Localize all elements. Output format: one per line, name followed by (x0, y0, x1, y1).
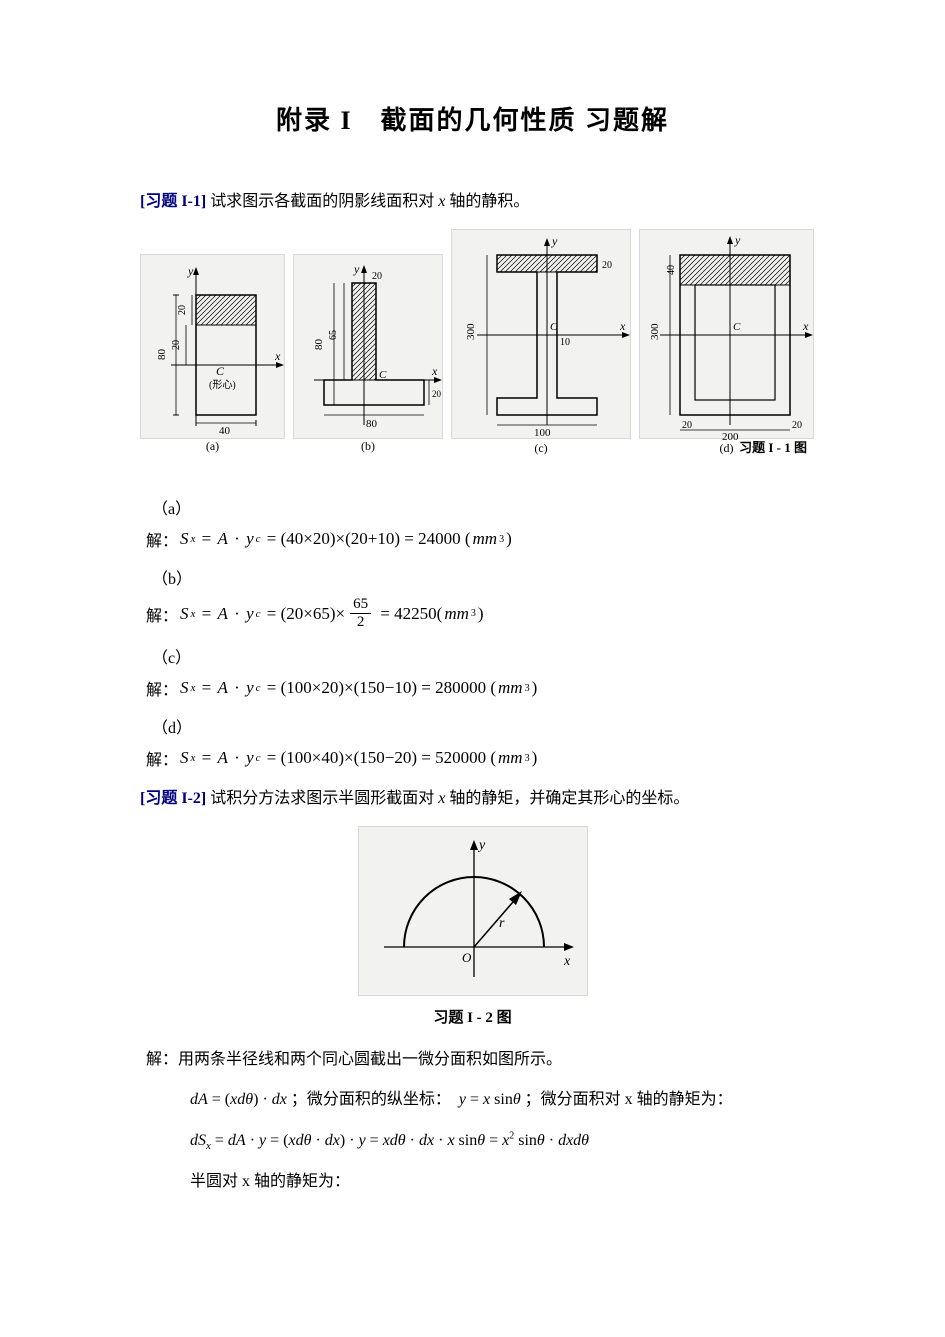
problem-2-line2: dSx = dA · y = (xdθ · dx) · y = xdθ · dx… (190, 1126, 805, 1157)
solution-d-prefix: 解： (146, 746, 178, 770)
svg-text:10: 10 (560, 337, 570, 348)
svg-text:y: y (353, 262, 360, 276)
svg-text:y: y (734, 233, 741, 247)
solution-c-eq: 解： Sx = A · yc = (100×20)×(150−10) = 280… (146, 676, 805, 700)
solution-a-eq: 解： Sx = A · yc = (40×20)×(20+10) = 24000… (146, 527, 805, 551)
problem-2-label: [习题 I-2] (140, 790, 206, 807)
solution-b-frac-den: 2 (357, 614, 365, 630)
svg-text:40: 40 (666, 265, 677, 275)
solution-b-frac-num: 65 (350, 597, 371, 614)
figure-1c: y x C 300 20 10 100 (c) (451, 229, 631, 439)
figure-2-caption: 习题 I - 2 图 (433, 1006, 511, 1027)
figure-1d: y x C 300 40 20 20 200 (d) 习题 I - 1 图 (639, 229, 814, 439)
svg-text:C: C (733, 321, 741, 333)
origin-label: O (462, 950, 472, 965)
radius-label: r (499, 916, 505, 931)
problem-1-text-after: 轴的静积。 (445, 193, 529, 210)
figure-1a: y x C (形心) 80 20 20 40 (140, 254, 285, 439)
figure-1b: y x C 20 80 65 20 80 (b) (293, 254, 443, 439)
problem-1-header: [习题 I-1] 试求图示各截面的阴影线面积对 x 轴的静积。 (140, 187, 805, 211)
figure-2-svg: x y r O (359, 827, 589, 997)
figure-1b-svg: y x C 20 80 65 20 80 (294, 255, 444, 440)
svg-text:80: 80 (156, 349, 168, 361)
figure-1c-svg: y x C 300 20 10 100 (452, 230, 632, 440)
figure-1c-label: (c) (452, 441, 630, 456)
part-b-label: （b） (152, 565, 805, 589)
svg-text:20: 20 (682, 420, 692, 431)
axis-y-label: y (477, 838, 486, 853)
svg-text:y: y (187, 264, 194, 278)
problem-1-label: [习题 I-1] (140, 193, 206, 210)
figure-1-caption: 习题 I - 1 图 (739, 437, 807, 456)
svg-text:C: C (216, 364, 225, 378)
svg-text:20: 20 (372, 271, 382, 282)
svg-text:300: 300 (465, 323, 477, 340)
problem-2-header: [习题 I-2] 试积分方法求图示半圆形截面对 x 轴的静矩，并确定其形心的坐标… (140, 784, 805, 808)
problem-1-text-before: 试求图示各截面的阴影线面积对 (206, 193, 438, 210)
svg-text:200: 200 (722, 431, 739, 440)
svg-text:C: C (550, 321, 558, 333)
solution-b-prefix: 解： (146, 602, 178, 626)
problem-2-figure: x y r O 习题 I - 2 图 (140, 826, 805, 1027)
svg-text:y: y (551, 234, 558, 248)
p2-line1-b: ；微分面积的纵坐标： (291, 1091, 451, 1108)
svg-text:80: 80 (313, 339, 325, 351)
problem-2-solution-intro: 解：用两条半径线和两个同心圆截出一微分面积如图所示。 (146, 1045, 805, 1075)
svg-text:40: 40 (219, 425, 231, 437)
svg-text:100: 100 (534, 427, 551, 439)
part-a-label: （a） (152, 495, 805, 519)
figure-1a-label: (a) (141, 439, 284, 454)
problem-2-text-before: 试积分方法求图示半圆形截面对 (206, 790, 438, 807)
figure-1d-svg: y x C 300 40 20 20 200 (640, 230, 815, 440)
p2-line1-d: ；微分面积对 x 轴的静矩为： (525, 1091, 733, 1108)
figure-1a-svg: y x C (形心) 80 20 20 40 (141, 255, 286, 440)
svg-text:x: x (431, 364, 438, 378)
problem-2-line3: 半圆对 x 轴的静矩为： (190, 1167, 805, 1197)
svg-text:x: x (619, 319, 626, 333)
svg-text:20: 20 (602, 260, 612, 271)
svg-text:80: 80 (366, 418, 378, 430)
svg-text:20: 20 (171, 340, 182, 350)
svg-text:x: x (802, 319, 809, 333)
problem-1-figures: y x C (形心) 80 20 20 40 (140, 229, 805, 439)
page-title: 附录 I 截面的几何性质 习题解 (140, 100, 805, 137)
svg-text:20: 20 (432, 389, 442, 399)
svg-text:C: C (379, 369, 387, 381)
svg-text:300: 300 (649, 323, 661, 340)
svg-text:(形心): (形心) (209, 379, 236, 391)
svg-text:20: 20 (177, 305, 188, 315)
solution-b-eq: 解： Sx = A · yc = (20×65)× 652 = 42250(mm… (146, 597, 805, 630)
figure-1b-label: (b) (294, 439, 442, 454)
axis-x-label: x (563, 954, 571, 969)
solution-d-eq: 解： Sx = A · yc = (100×40)×(150−20) = 520… (146, 746, 805, 770)
problem-2-text-after: 轴的静矩，并确定其形心的坐标。 (445, 790, 689, 807)
svg-text:65: 65 (328, 330, 339, 340)
solution-a-prefix: 解： (146, 527, 178, 551)
problem-2-line1: dA = (xdθ) · dx ；微分面积的纵坐标： y = x sinθ ；微… (190, 1085, 805, 1115)
svg-text:20: 20 (792, 420, 802, 431)
part-c-label: （c） (152, 644, 805, 668)
solution-c-prefix: 解： (146, 676, 178, 700)
svg-text:x: x (274, 349, 281, 363)
part-d-label: （d） (152, 714, 805, 738)
